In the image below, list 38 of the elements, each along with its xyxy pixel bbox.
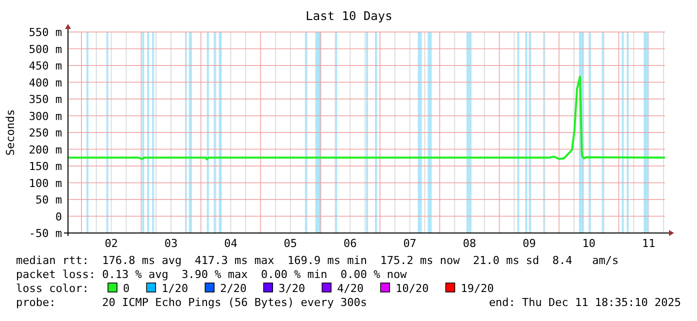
y-tick-label: 500 m <box>28 42 62 56</box>
text: median rtt: 176.8 ms avg 417.3 ms max 169.9 ms min 175.2 ms now 21.0 ms sd 8.4 am/s <box>16 254 619 267</box>
legend-label: 0 <box>123 282 130 295</box>
text: end: Thu Dec 11 18:35:10 2025 <box>488 296 681 309</box>
y-axis-title: Seconds <box>4 109 17 156</box>
legend-label: 2/20 <box>220 282 247 295</box>
y-tick-label: 150 m <box>28 160 62 173</box>
legend-label: 10/20 <box>396 282 429 295</box>
text: packet loss: 0.13 % avg 3.90 % max 0.00 % min 0.00 % now <box>16 268 408 281</box>
y-tick-label: 400 m <box>28 76 62 90</box>
y-tick-label: 300 m <box>28 110 62 123</box>
legend-label: 3/20 <box>278 282 306 295</box>
y-tick-label: 0 <box>55 210 62 224</box>
text: probe: 20 ICMP Echo Pings (56 Bytes) every 300s <box>16 296 367 309</box>
line-series <box>67 76 666 160</box>
y-tick-label: 550 m <box>28 26 62 39</box>
x-tick-label: 07 <box>403 237 416 250</box>
y-tick-label: 250 m <box>28 126 62 140</box>
text: loss color: <box>16 282 89 295</box>
y-tick-label: 100 m <box>28 176 62 190</box>
x-tick-label: 08 <box>462 237 476 250</box>
y-tick-label: 50 m <box>36 194 62 206</box>
legend-label: 1/20 <box>162 282 188 295</box>
x-tick-label: 11 <box>642 237 656 250</box>
y-tick-label: 350 m <box>28 93 62 106</box>
y-tick-label: 450 m <box>28 60 62 72</box>
chart-title: Last 10 Days <box>306 9 392 23</box>
x-tick-label: 02 <box>104 237 118 250</box>
x-tick-label: 10 <box>582 237 596 250</box>
x-tick-label: 03 <box>164 237 178 250</box>
y-tick-label: -50 m <box>28 227 62 240</box>
legend-label: 19/20 <box>460 282 494 295</box>
x-tick-label: 05 <box>284 237 298 250</box>
legend-label: 4/20 <box>337 282 364 295</box>
x-tick-label: 09 <box>522 237 536 250</box>
x-tick-label: 04 <box>224 237 238 250</box>
y-tick-label: 200 m <box>28 143 62 156</box>
x-tick-label: 06 <box>344 237 357 250</box>
